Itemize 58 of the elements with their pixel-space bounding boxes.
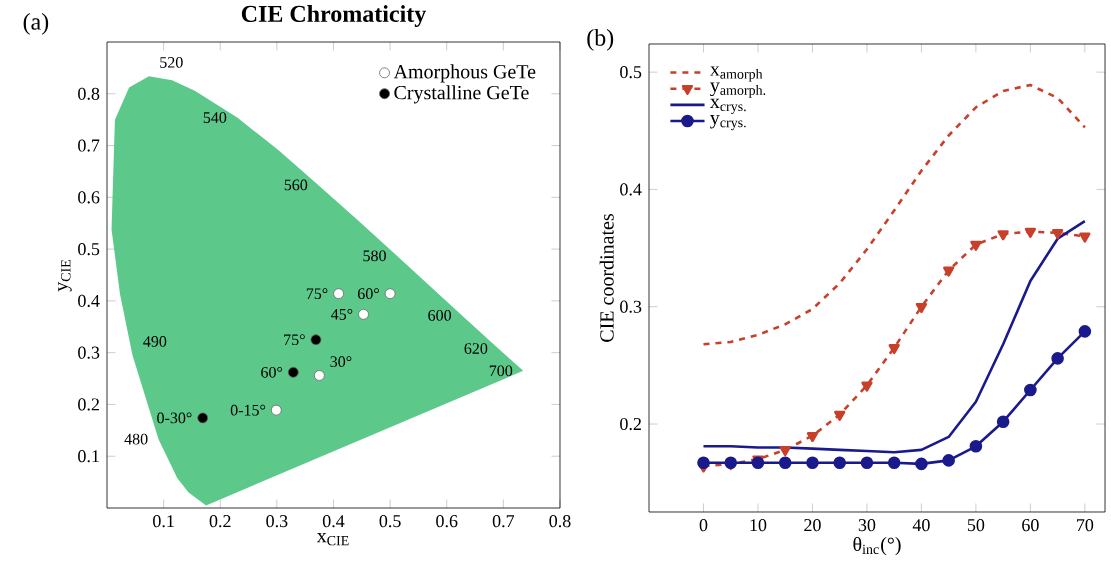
legend-label: y$_{amorph.}$ — [710, 82, 766, 98]
x-tick-label: 0.1 — [153, 515, 174, 528]
annotation: 45° — [331, 308, 353, 320]
y-tick-label: 0.3 — [620, 300, 642, 313]
x-tick-label: 50 — [967, 519, 985, 532]
legend-label: x$_{amorph}$ — [710, 66, 763, 82]
annotation: 620 — [464, 343, 488, 354]
annotation: 560 — [284, 179, 308, 191]
text: (b) — [587, 28, 614, 51]
y-tick-label: 0.2 — [78, 398, 99, 411]
annotation: 600 — [428, 310, 452, 321]
annotation: 490 — [143, 336, 167, 347]
x-tick-label: 30 — [858, 519, 876, 532]
y-tick-label: 0.3 — [78, 346, 100, 359]
x-tick-label: 0.2 — [209, 515, 231, 528]
y-tick-label: 0.1 — [78, 450, 99, 463]
annotation: 480 — [124, 433, 148, 445]
y-tick-label: 0.2 — [620, 417, 641, 431]
annotation: 540 — [203, 112, 227, 123]
y-tick-label: 0.4 — [620, 183, 642, 196]
y-axis-title: y$_{CIE}$ — [58, 259, 72, 292]
x-tick-label: 20 — [804, 519, 821, 532]
x-tick-label: 0.6 — [436, 515, 458, 528]
annotation: 580 — [363, 250, 386, 262]
annotation: 60° — [358, 288, 379, 300]
legend-label: Crystalline GeTe — [394, 85, 529, 104]
x-tick-label: 0 — [699, 519, 708, 532]
y-tick-label: 0.8 — [78, 87, 100, 100]
y-tick-label: 0.5 — [620, 66, 642, 79]
x-tick-label: 10 — [750, 519, 767, 532]
x-tick-label: 0.4 — [322, 515, 345, 528]
annotation: 0-15° — [230, 404, 266, 416]
x-tick-label: 60 — [1022, 519, 1039, 532]
annotation: 700 — [489, 365, 513, 377]
x-tick-label: 40 — [912, 519, 930, 532]
legend-label: x$_{crys.}$ — [710, 98, 746, 114]
y-tick-label: 0.6 — [78, 191, 100, 204]
x-tick-label: 0.7 — [492, 515, 515, 528]
legend-label: y$_{crys.}$ — [710, 114, 746, 131]
x-tick-label: 0.3 — [266, 515, 288, 528]
y-tick-label: 0.5 — [78, 242, 100, 256]
y-tick-label: 0.4 — [78, 294, 100, 307]
legend-label: Amorphous GeTe — [393, 64, 536, 83]
x-tick-label: 0.5 — [379, 515, 401, 528]
annotation: 75° — [306, 288, 328, 300]
annotation: 75° — [284, 334, 305, 346]
x-axis-title: x$_{CIE}$ — [316, 533, 349, 546]
text: (a) — [23, 12, 49, 35]
annotation: 0-30° — [157, 412, 192, 424]
x-tick-label: 70 — [1077, 519, 1094, 532]
y-axis-title: CIE coordinates — [599, 214, 614, 342]
x-tick-label: 0.8 — [549, 515, 571, 528]
annotation: 520 — [160, 56, 183, 68]
chart-title: CIE Chromaticity — [241, 5, 427, 27]
y-tick-label: 0.7 — [78, 139, 100, 152]
annotation: 30° — [330, 356, 352, 368]
x-axis-title: θ$_{inc}$(°) — [853, 536, 901, 556]
annotation: 60° — [261, 366, 283, 378]
